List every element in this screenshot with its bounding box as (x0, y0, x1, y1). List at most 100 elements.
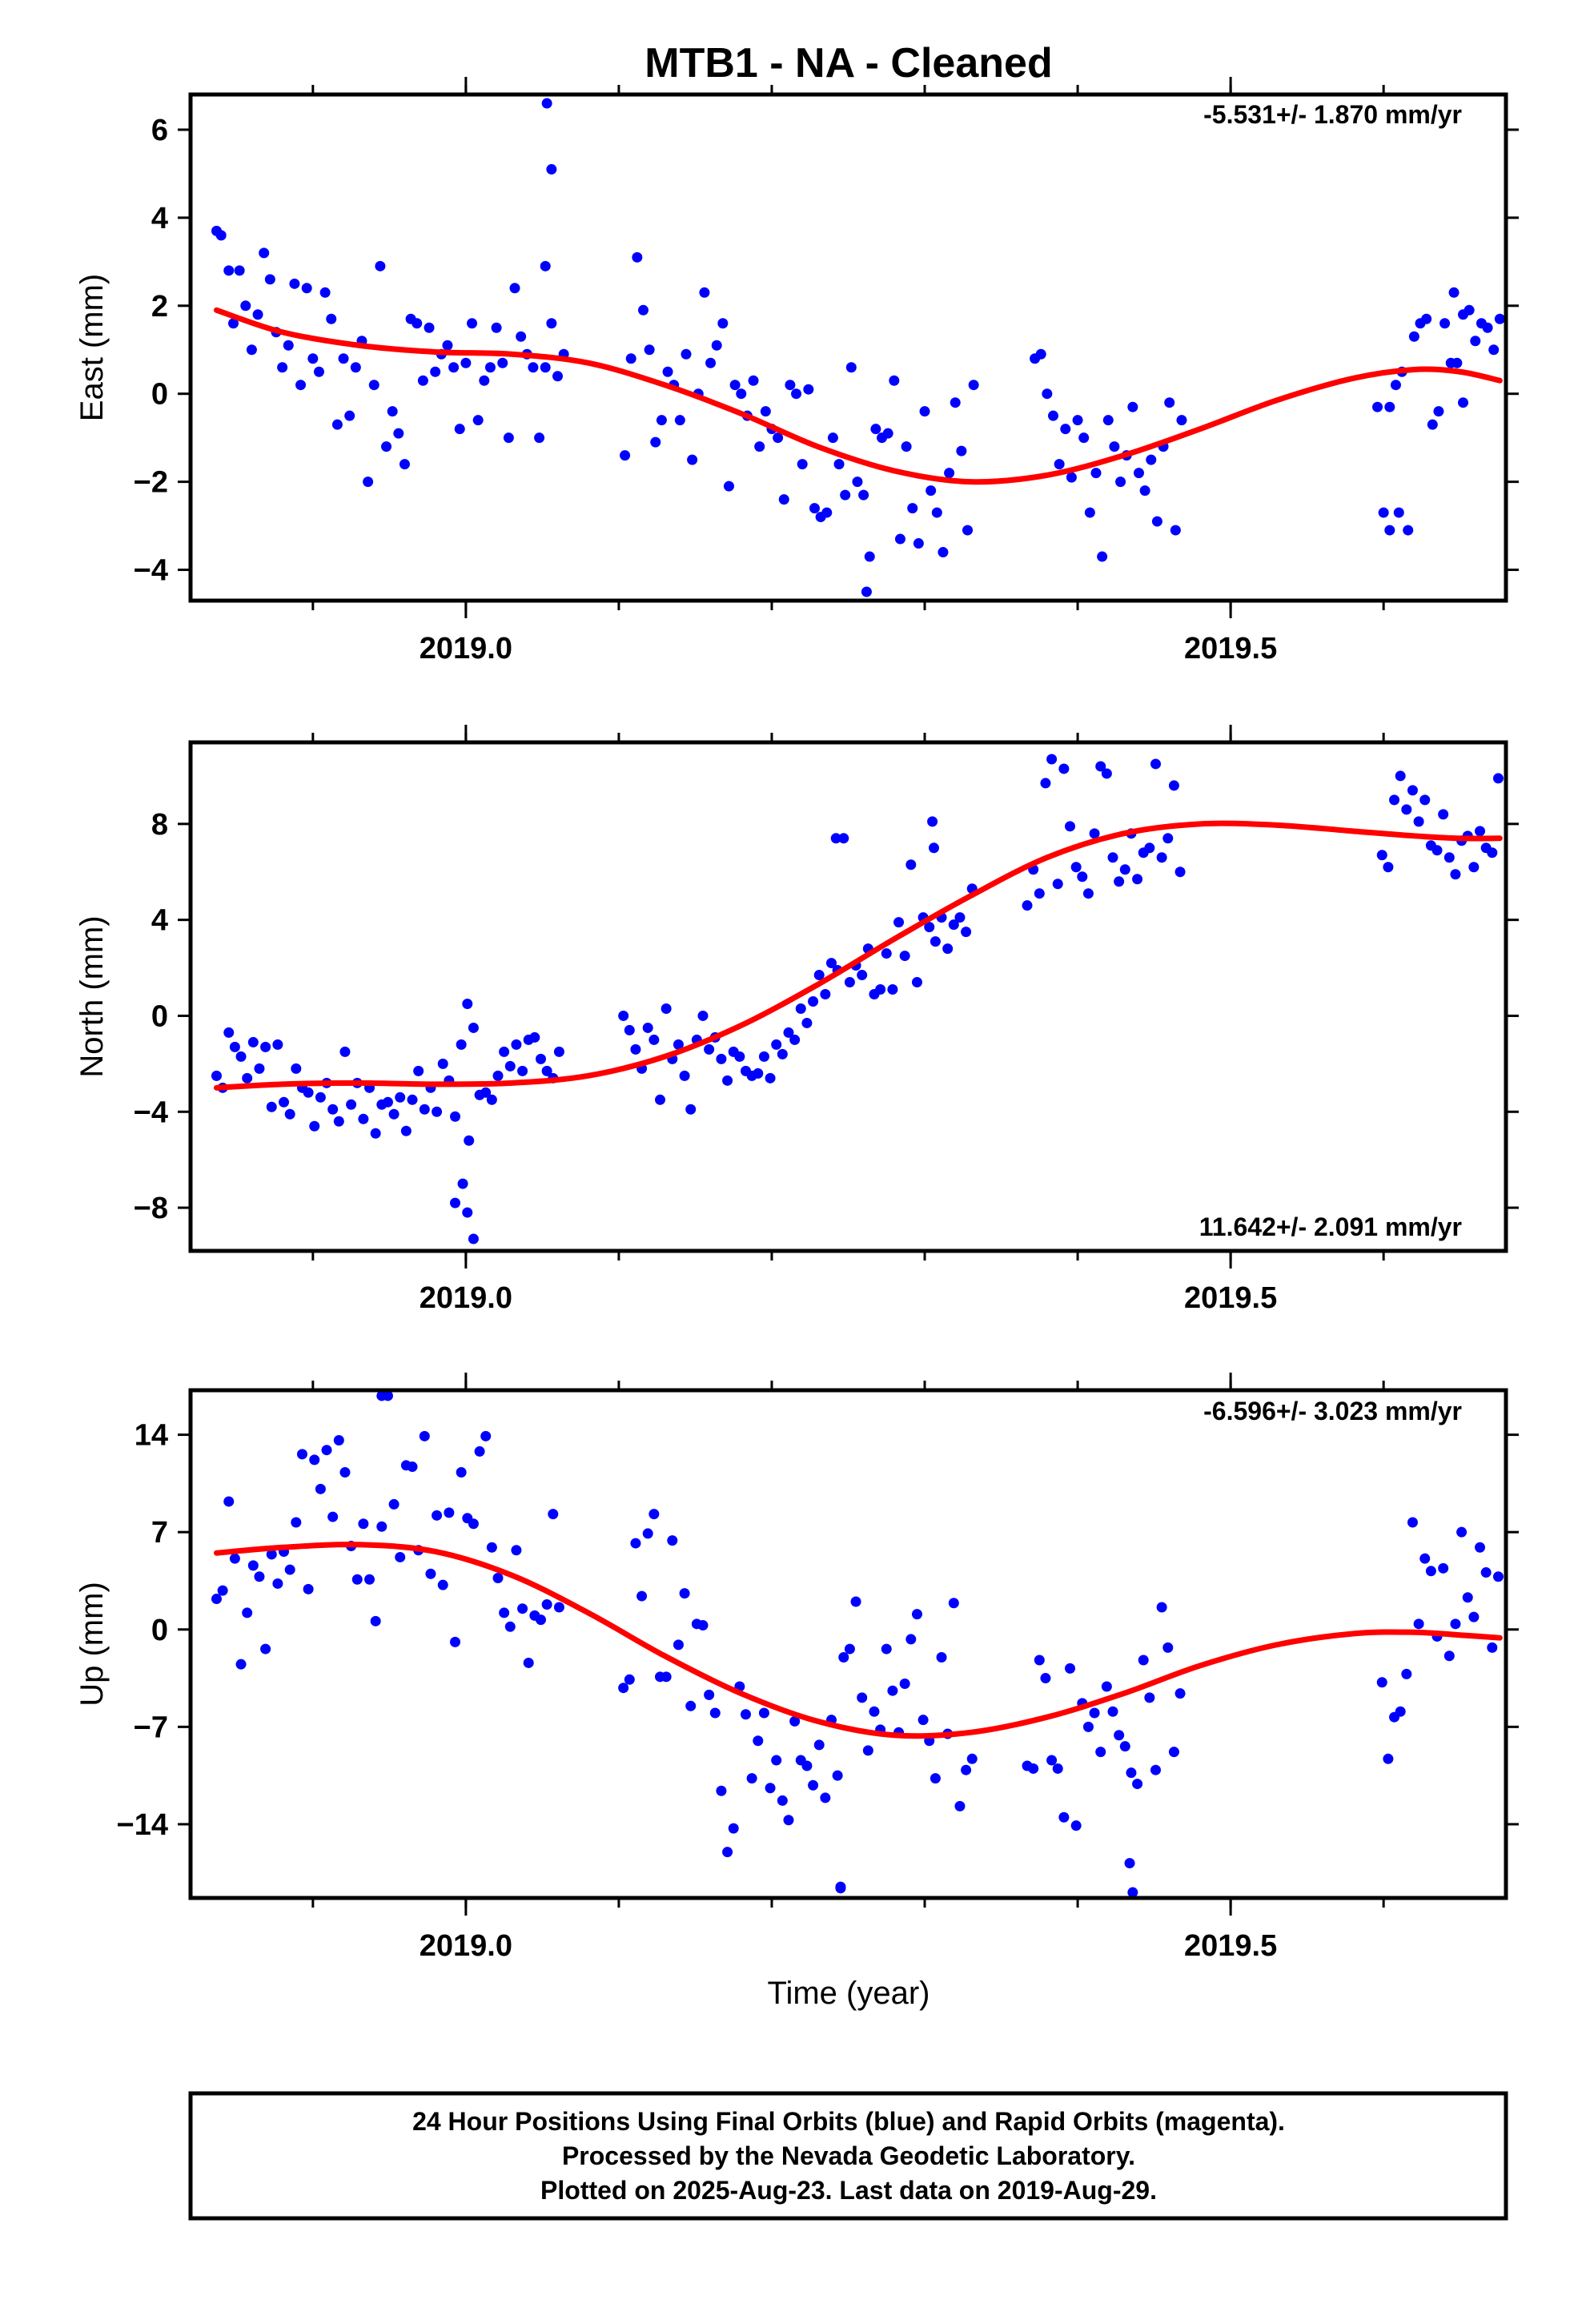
up-data-point (1052, 1763, 1063, 1774)
up-data-point (523, 1657, 534, 1668)
up-data-point (1168, 1747, 1179, 1758)
north-data-point (1383, 862, 1394, 873)
east-data-point (1408, 331, 1419, 342)
east-x-tick-label: 2019.0 (420, 632, 512, 665)
north-data-point (327, 1104, 339, 1115)
north-data-point (1107, 852, 1118, 863)
north-data-point (291, 1063, 302, 1074)
north-x-tick-label: 2019.0 (420, 1281, 512, 1315)
east-data-point (907, 503, 918, 514)
up-data-point (1383, 1753, 1394, 1764)
up-y-tick-label: −14 (117, 1808, 168, 1842)
east-data-point (313, 366, 324, 377)
north-frame (188, 740, 1508, 1253)
north-data-point (211, 1070, 222, 1081)
north-data-point (1114, 876, 1125, 887)
east-data-point (845, 362, 857, 373)
north-data-point (1450, 869, 1461, 880)
up-data-point (1119, 1741, 1130, 1752)
up-data-point (284, 1564, 295, 1575)
east-data-point (852, 476, 863, 488)
east-data-point (748, 375, 759, 386)
up-frame (188, 1388, 1508, 1900)
up-data-point (296, 1449, 307, 1460)
east-data-point (1470, 336, 1481, 347)
north-data-point (1407, 785, 1418, 796)
up-data-point (1395, 1706, 1406, 1717)
east-data-point (1494, 313, 1505, 324)
up-data-point (1065, 1663, 1076, 1674)
east-data-point (926, 485, 937, 497)
east-y-tick-label: 0 (151, 378, 168, 412)
north-data-point (704, 1043, 715, 1055)
north-data-point (315, 1092, 326, 1103)
up-data-point (315, 1483, 326, 1494)
north-data-point (927, 816, 938, 827)
east-data-point (1421, 313, 1432, 324)
up-x-tick-label: 2019.0 (420, 1929, 512, 1963)
north-data-point (1082, 888, 1094, 899)
east-data-point (528, 362, 539, 373)
east-data-point (1458, 309, 1469, 320)
north-data-point (382, 1096, 393, 1108)
up-data-point (395, 1551, 406, 1562)
north-data-point (924, 922, 935, 933)
north-x-tick-label: 2019.5 (1184, 1281, 1277, 1315)
east-data-point (399, 459, 410, 470)
east-data-point (1066, 472, 1077, 483)
up-data-point (235, 1659, 247, 1670)
north-y-tick-label: −8 (134, 1192, 168, 1225)
east-data-point (620, 450, 631, 461)
north-data-point (462, 998, 473, 1009)
up-data-point (936, 1652, 947, 1663)
north-data-point (808, 995, 819, 1007)
north-data-point (541, 1065, 552, 1076)
north-data-point (618, 1010, 629, 1021)
up-data-point (1114, 1730, 1125, 1741)
up-data-point (211, 1594, 222, 1605)
east-y-tick-label: 2 (151, 290, 168, 324)
up-data-point (1450, 1618, 1461, 1630)
north-data-point (655, 1094, 666, 1105)
up-y-tick-label: 0 (151, 1614, 168, 1647)
up-data-point (358, 1518, 369, 1530)
north-y-tick-label: 0 (151, 999, 168, 1033)
up-data-point (832, 1770, 843, 1781)
north-data-point (961, 927, 972, 938)
east-data-point (509, 283, 520, 294)
east-data-point (331, 419, 343, 430)
up-data-point (722, 1847, 733, 1858)
north-data-point (535, 1053, 546, 1064)
east-data-point (1102, 415, 1114, 426)
east-data-point (338, 353, 349, 364)
up-data-point (1089, 1707, 1100, 1719)
north-data-point (464, 1135, 475, 1146)
north-data-point (468, 1022, 479, 1033)
up-data-point (303, 1583, 314, 1594)
north-data-point (432, 1106, 443, 1117)
up-data-point (667, 1535, 678, 1546)
north-data-point (825, 958, 837, 969)
north-data-point (1034, 888, 1045, 899)
up-data-point (673, 1639, 684, 1651)
up-data-point (966, 1753, 978, 1764)
up-data-point (636, 1590, 648, 1602)
east-data-point (460, 357, 472, 368)
up-data-point (1174, 1688, 1186, 1699)
east-data-point (1452, 357, 1463, 368)
up-data-point (1124, 1858, 1135, 1869)
north-data-point (673, 1039, 684, 1050)
north-data-point (272, 1039, 283, 1050)
north-data-point (346, 1099, 357, 1110)
north-data-point (948, 919, 959, 931)
north-data-point (1095, 761, 1106, 772)
north-data-point (881, 948, 892, 959)
east-data-point (430, 366, 441, 377)
up-data-point (407, 1462, 418, 1473)
north-data-point (716, 1053, 727, 1064)
north-data-point (260, 1041, 271, 1052)
up-data-point (1046, 1755, 1058, 1766)
north-data-point (247, 1036, 259, 1047)
up-data-point (771, 1755, 782, 1766)
up-data-point (260, 1643, 271, 1655)
